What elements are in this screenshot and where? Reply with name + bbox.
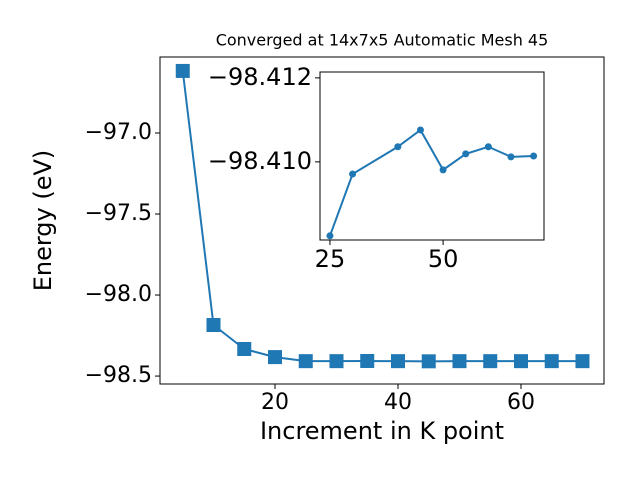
y-tick-label: −98.5 bbox=[85, 363, 152, 388]
marker bbox=[390, 354, 405, 369]
marker bbox=[416, 126, 424, 134]
chart-title: Converged at 14x7x5 Automatic Mesh 45 bbox=[216, 31, 549, 50]
marker bbox=[360, 353, 375, 368]
marker bbox=[507, 153, 515, 161]
marker bbox=[349, 170, 357, 178]
marker bbox=[513, 354, 528, 369]
marker bbox=[326, 232, 334, 240]
x-axis-label: Increment in K point bbox=[260, 417, 504, 445]
marker bbox=[421, 354, 436, 369]
y-tick-label: −97.5 bbox=[85, 201, 152, 226]
x-tick-label: 20 bbox=[261, 390, 289, 415]
x-tick-label: 50 bbox=[428, 245, 459, 273]
marker bbox=[483, 354, 498, 369]
marker bbox=[575, 354, 590, 369]
marker bbox=[394, 143, 402, 151]
marker bbox=[329, 354, 344, 369]
marker bbox=[462, 150, 470, 158]
x-tick-label: 60 bbox=[507, 390, 535, 415]
marker bbox=[484, 143, 492, 151]
y-tick-label: −97.0 bbox=[85, 120, 152, 145]
marker bbox=[544, 354, 559, 369]
x-tick-label: 25 bbox=[315, 245, 346, 273]
marker bbox=[298, 354, 313, 369]
marker bbox=[175, 63, 190, 78]
marker bbox=[530, 152, 538, 160]
y-tick-label: −98.412 bbox=[208, 63, 312, 91]
marker bbox=[206, 318, 221, 333]
y-tick-label: −98.0 bbox=[85, 282, 152, 307]
y-tick-label: −98.410 bbox=[208, 147, 312, 175]
marker bbox=[452, 354, 467, 369]
marker bbox=[237, 341, 252, 356]
marker bbox=[439, 166, 447, 174]
y-axis-label: Energy (eV) bbox=[29, 150, 57, 292]
x-tick-label: 40 bbox=[384, 390, 412, 415]
marker bbox=[267, 350, 282, 365]
